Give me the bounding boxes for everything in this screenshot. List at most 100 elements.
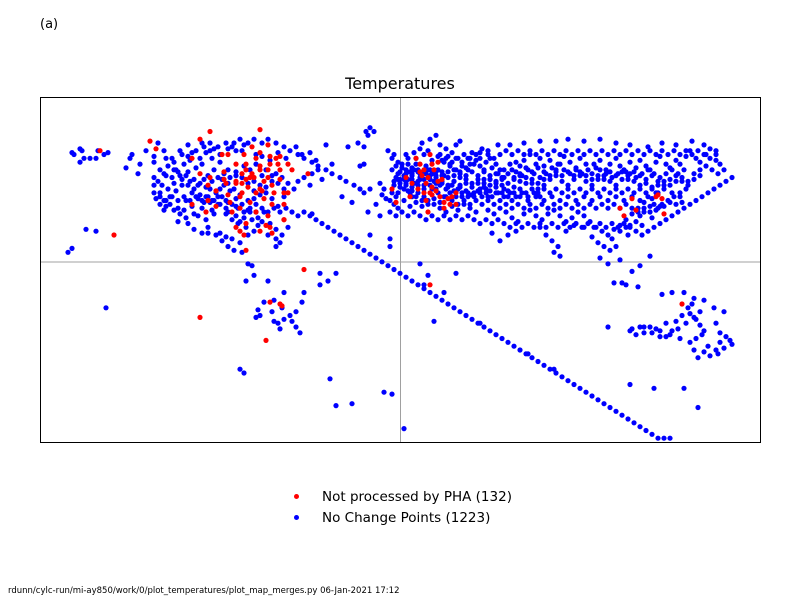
legend-marker-red	[294, 494, 299, 499]
station-point	[513, 228, 519, 234]
station-point	[215, 144, 221, 150]
station-point	[349, 240, 355, 246]
station-point	[245, 184, 251, 190]
station-point	[233, 178, 239, 184]
station-point	[419, 140, 425, 146]
station-point	[239, 180, 245, 186]
station-point	[397, 184, 403, 190]
station-point	[423, 180, 429, 186]
station-point	[429, 157, 435, 163]
station-point	[613, 140, 619, 146]
station-point	[299, 299, 305, 305]
station-point	[705, 343, 711, 349]
station-point	[687, 311, 693, 317]
station-point	[657, 220, 663, 227]
station-point	[397, 270, 403, 276]
station-point	[581, 205, 587, 211]
station-point	[485, 207, 491, 213]
station-point	[237, 219, 243, 225]
station-point	[441, 199, 447, 205]
station-point	[509, 151, 515, 158]
station-point	[267, 161, 273, 167]
station-point	[667, 182, 673, 188]
station-point	[137, 161, 143, 167]
station-point	[667, 199, 673, 205]
station-point	[661, 211, 667, 217]
station-point	[309, 159, 315, 165]
station-point	[355, 243, 361, 250]
station-point	[637, 197, 643, 204]
station-point	[527, 201, 533, 207]
station-point	[619, 412, 625, 418]
station-point	[427, 190, 433, 196]
station-point	[475, 320, 481, 326]
station-point	[595, 176, 601, 182]
station-point	[583, 389, 589, 395]
station-point	[603, 167, 609, 173]
station-point	[535, 165, 541, 171]
station-point	[637, 324, 643, 330]
station-point	[479, 194, 485, 200]
station-point	[449, 182, 455, 188]
station-point	[413, 194, 419, 200]
station-point	[343, 236, 349, 242]
station-point	[617, 257, 623, 263]
station-point	[647, 148, 653, 154]
station-point	[459, 163, 465, 169]
station-point	[277, 153, 283, 159]
station-point	[255, 215, 261, 221]
station-point	[345, 144, 351, 150]
station-point	[417, 213, 423, 219]
station-point	[693, 335, 699, 342]
station-point	[551, 207, 557, 213]
station-point	[451, 178, 457, 184]
station-point	[441, 205, 447, 211]
station-point	[685, 178, 691, 184]
station-point	[679, 301, 685, 307]
station-point	[641, 330, 647, 336]
station-point	[203, 209, 209, 215]
station-point	[559, 374, 565, 380]
station-point	[205, 182, 211, 188]
station-point	[281, 289, 287, 296]
station-point	[441, 159, 447, 165]
station-point	[295, 151, 301, 158]
station-point	[557, 151, 563, 158]
station-point	[323, 142, 329, 148]
station-point	[189, 201, 195, 207]
station-point	[151, 182, 157, 188]
station-point	[695, 355, 701, 361]
station-point	[581, 213, 587, 219]
station-point	[337, 174, 343, 181]
station-point	[367, 251, 373, 257]
station-point	[403, 171, 409, 177]
station-point	[331, 228, 337, 234]
station-point	[615, 224, 621, 230]
station-point	[175, 169, 181, 175]
station-point	[325, 224, 331, 230]
station-point	[233, 169, 239, 175]
station-point	[389, 391, 395, 397]
station-point	[263, 190, 269, 196]
station-point	[641, 324, 647, 330]
station-point	[223, 180, 229, 186]
station-point	[205, 230, 211, 236]
station-point	[653, 326, 659, 332]
points-layer	[65, 125, 735, 441]
station-point	[379, 192, 385, 198]
station-point	[585, 167, 591, 173]
station-point	[575, 201, 581, 207]
station-point	[603, 224, 609, 230]
station-point	[431, 318, 437, 324]
station-point	[283, 205, 289, 211]
station-point	[597, 255, 603, 261]
station-point	[669, 213, 675, 219]
station-point	[683, 320, 689, 326]
station-point	[205, 224, 211, 230]
station-point	[391, 151, 397, 158]
station-point	[205, 194, 211, 200]
station-point	[547, 173, 553, 179]
station-point	[507, 224, 513, 230]
station-point	[239, 249, 245, 255]
station-point	[489, 165, 495, 171]
